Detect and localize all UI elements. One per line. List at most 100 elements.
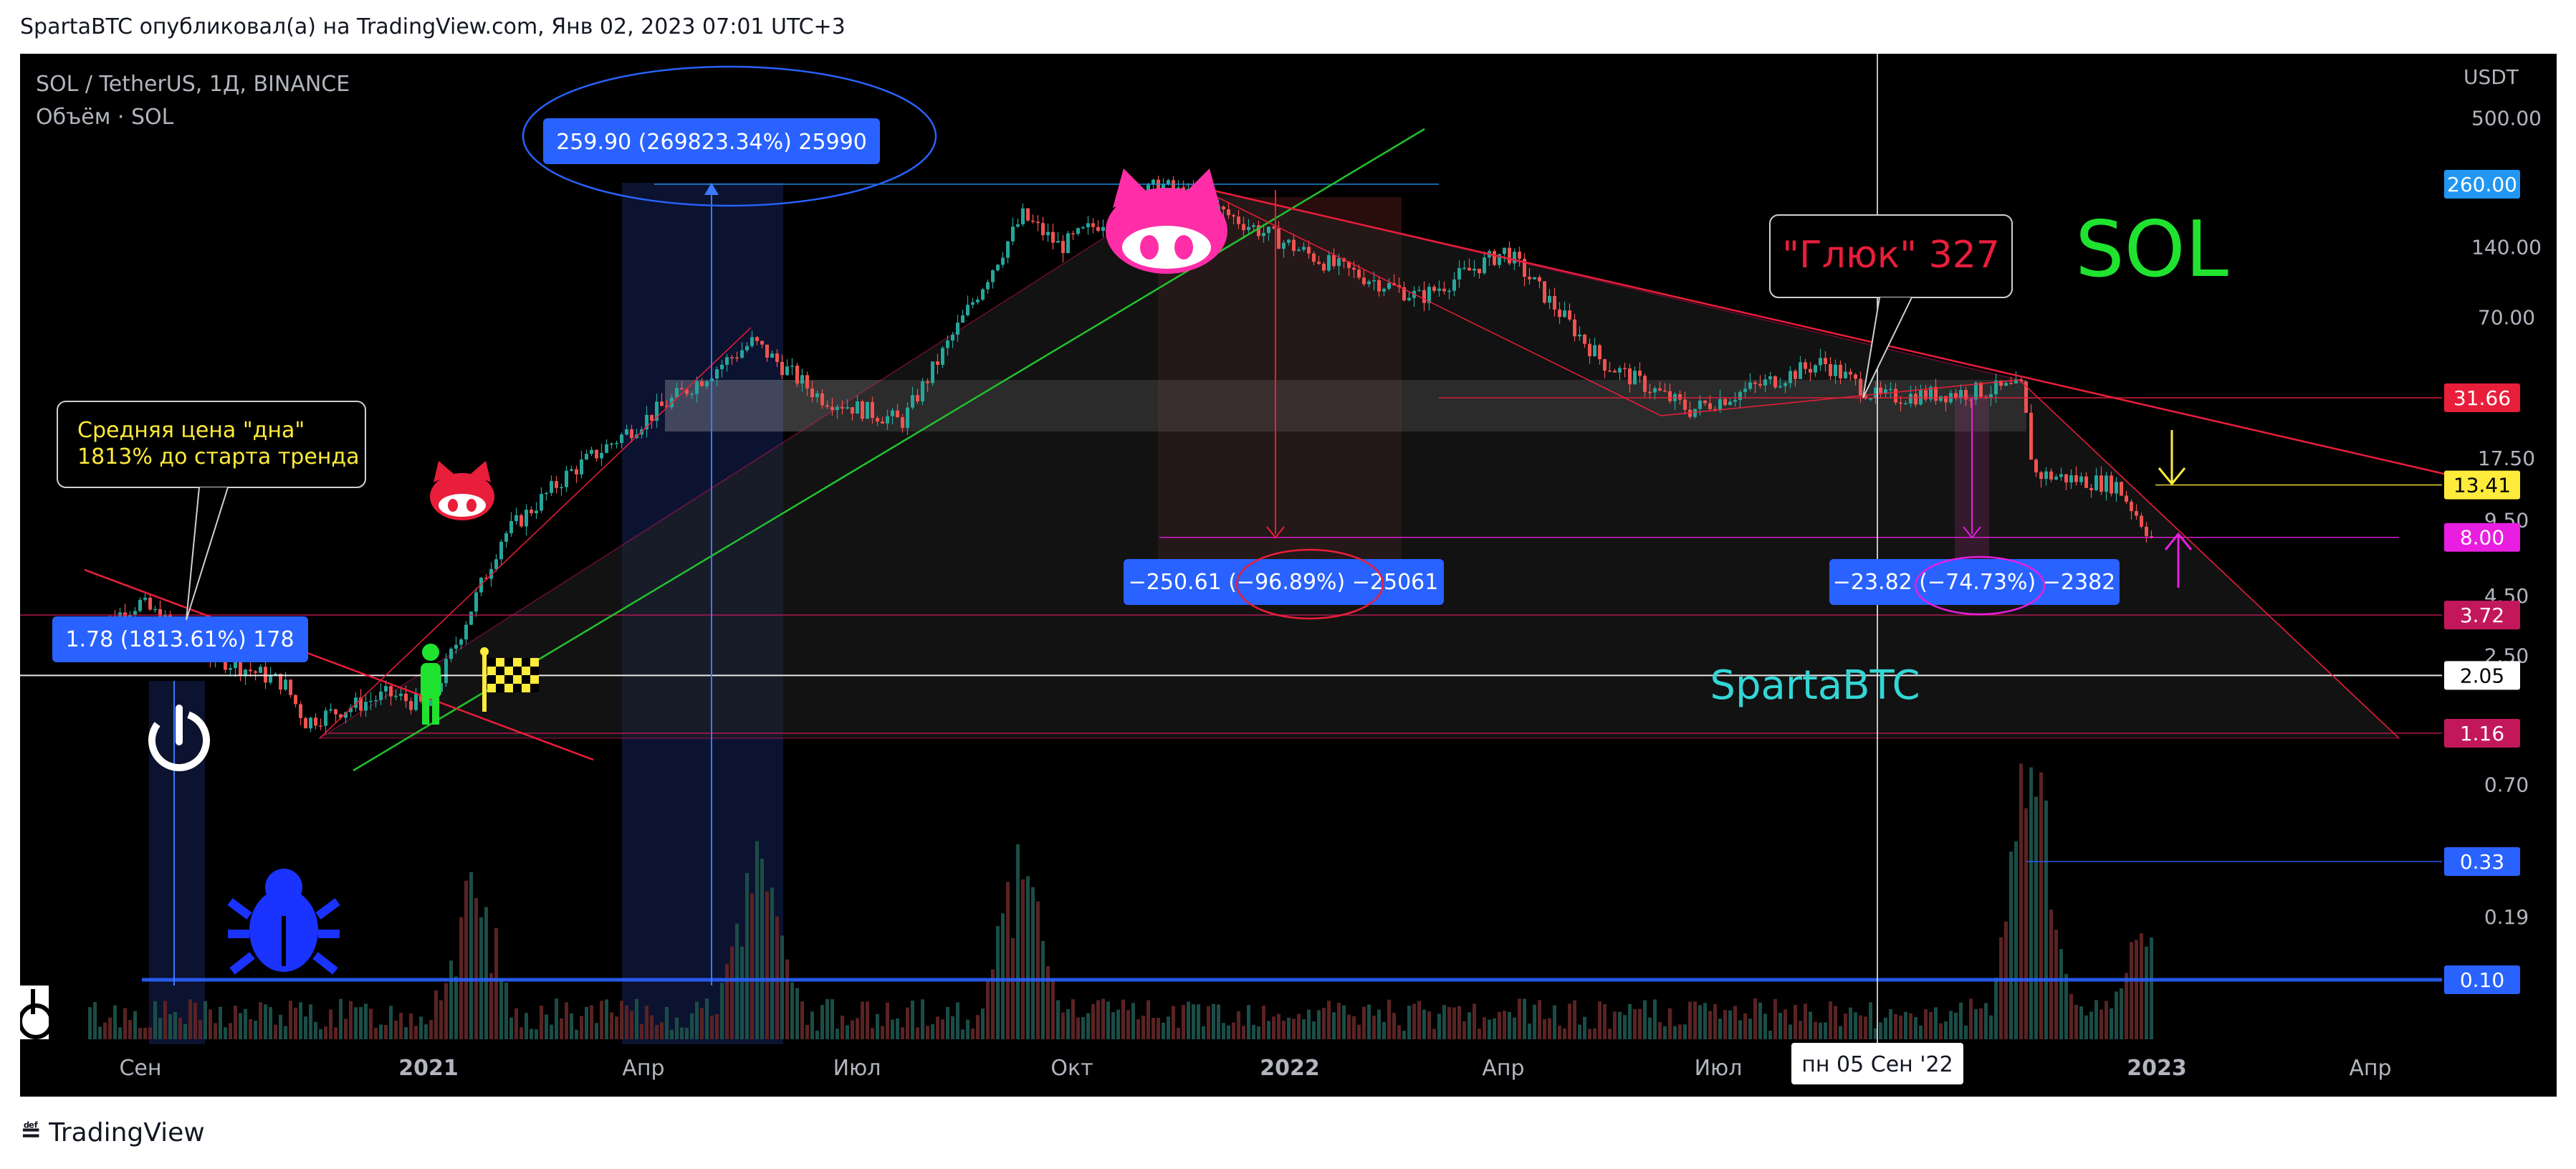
candle-body <box>284 679 288 690</box>
volume-bar <box>334 1027 338 1039</box>
volume-bar <box>178 1018 183 1039</box>
measure-label-base-text: 1.78 (1813.61%) 178 <box>65 627 294 652</box>
triangle-right-leg <box>2019 379 2400 739</box>
volume-bar <box>675 1017 679 1039</box>
volume-bar <box>1819 1022 1823 1039</box>
candle-body <box>780 361 785 376</box>
candle-body <box>2084 476 2089 488</box>
candle-body <box>374 700 378 702</box>
candle-body <box>344 712 348 718</box>
volume-bar <box>1302 1018 1306 1039</box>
volume-bar <box>1889 1008 1893 1039</box>
volume-bar <box>550 1024 554 1039</box>
volume-bar <box>1799 1021 1803 1039</box>
volume-bar <box>1407 1006 1412 1039</box>
volume-bar <box>234 1006 238 1039</box>
volume-bar <box>660 1022 664 1039</box>
candle-body <box>369 700 373 702</box>
candle-body <box>715 369 719 379</box>
volume-bar <box>1462 1021 1467 1039</box>
price-label-2: 13.41 <box>2444 470 2520 500</box>
volume-bar <box>1478 1029 1482 1039</box>
candle-body <box>1874 387 1878 399</box>
candle-body <box>519 515 524 527</box>
candle-body <box>449 649 454 659</box>
volume-bar <box>1187 1001 1191 1039</box>
volume-legend[interactable]: Объём · SOL <box>36 105 174 130</box>
volume-bar <box>279 1014 283 1039</box>
volume-bar <box>1372 1016 1376 1039</box>
volume-bar <box>1056 1000 1060 1039</box>
candle-body <box>2049 471 2054 480</box>
hs-left-neck <box>1194 186 1662 416</box>
chart-svg[interactable]: SOL / TetherUS, 1Д, BINANCE Объём · SOL … <box>20 54 2557 1097</box>
candle-body <box>1799 362 1803 379</box>
candle-body <box>675 388 679 398</box>
volume-bar <box>239 1013 243 1039</box>
symbol-legend[interactable]: SOL / TetherUS, 1Д, BINANCE <box>36 72 350 97</box>
candle-body <box>324 710 328 726</box>
candle-body <box>2135 511 2139 516</box>
volume-bar <box>349 1001 353 1039</box>
x-tick-1: 2021 <box>398 1056 459 1081</box>
candle-body <box>861 401 865 419</box>
volume-bar <box>153 1001 158 1039</box>
price-label-text-0: 260.00 <box>2447 173 2517 196</box>
volume-bar <box>2079 1006 2084 1039</box>
volume-bar <box>941 1019 945 1039</box>
candle-body <box>1723 399 1728 406</box>
candle-body <box>1738 391 1743 400</box>
candle-body <box>1869 399 1873 400</box>
volume-bar <box>1944 1021 1948 1039</box>
candle-body <box>1628 368 1632 385</box>
volume-bar <box>1794 1005 1798 1039</box>
candle-body <box>615 443 619 444</box>
volume-bar <box>966 1019 970 1039</box>
candle-body <box>1337 258 1341 267</box>
candle-body <box>2029 412 2034 460</box>
volume-bar <box>615 1016 619 1039</box>
volume-bar <box>1758 1002 1763 1039</box>
volume-bar <box>1708 1011 1713 1039</box>
volume-bar <box>1422 1009 1427 1039</box>
volume-bar <box>2029 767 2034 1039</box>
crosshair-date-label: пн 05 Сен '22 <box>1791 1043 1963 1084</box>
volume-bar <box>780 935 785 1039</box>
candle-body <box>625 429 629 435</box>
volume-bar <box>991 969 995 1039</box>
volume-bar <box>961 1029 965 1039</box>
volume-bar <box>976 1015 980 1039</box>
candle-body <box>1287 239 1291 243</box>
candle-body <box>244 669 248 676</box>
candle-body <box>1718 399 1723 411</box>
volume-bar <box>1106 1001 1111 1039</box>
candle-body <box>976 300 980 302</box>
volume-bar <box>329 1009 333 1039</box>
candle-body <box>941 348 945 365</box>
volume-bar <box>926 1026 930 1039</box>
candle-body <box>389 686 393 697</box>
candle-body <box>1508 247 1512 264</box>
volume-bar <box>2039 772 2044 1039</box>
candle-body <box>1693 409 1698 417</box>
candle-body <box>1016 224 1020 227</box>
candle-body <box>1658 388 1662 391</box>
candle-body <box>1643 376 1647 392</box>
candle-body <box>1523 259 1527 277</box>
volume-bar <box>1342 1005 1346 1039</box>
candle-body <box>274 674 278 675</box>
volume-bar <box>364 1003 368 1039</box>
volume-bar <box>1598 1001 1602 1039</box>
candle-body <box>1713 409 1718 411</box>
candle-body <box>279 674 283 690</box>
volume-bar <box>2115 991 2119 1039</box>
candle-body <box>1879 387 1883 393</box>
candle-body <box>856 401 860 414</box>
candle-body <box>901 417 905 428</box>
volume-bar <box>620 1001 624 1039</box>
volume-bar <box>1899 1015 1903 1039</box>
chart-area[interactable]: SOL / TetherUS, 1Д, BINANCE Объём · SOL … <box>20 54 2557 1097</box>
volume-bar <box>705 998 709 1039</box>
volume-bar <box>805 1024 810 1039</box>
candle-body <box>1056 241 1060 243</box>
